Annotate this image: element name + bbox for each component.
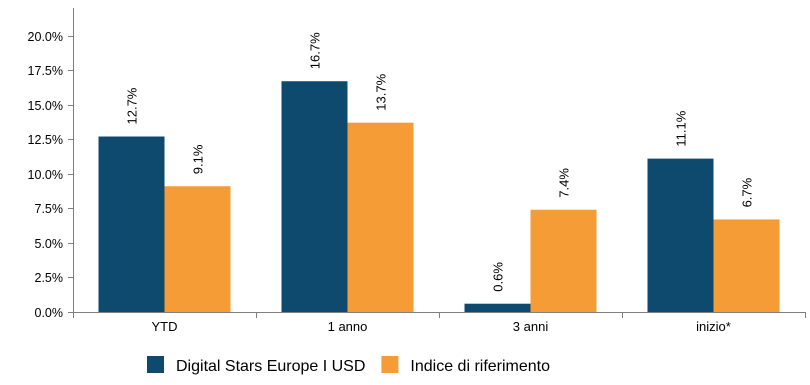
y-tick-label: 12.5% [28,133,63,147]
legend-swatch [381,356,399,373]
y-tick-label: 0.0% [35,306,64,320]
x-category-label: 1 anno [328,319,368,334]
bars [98,81,780,313]
legend-label: Digital Stars Europe I USD [176,358,365,375]
bar-value-label: 0.6% [491,262,506,292]
legend-label: Indice di riferimento [410,358,550,375]
data-labels: 12.7% 9.1% 16.7% 13.7% 0.6% 7.4% 11.1% 6.7% [125,32,755,292]
bar [347,122,414,312]
y-tick-label: 7.5% [35,202,64,216]
bar [464,303,531,312]
bar [164,186,231,312]
y-tick-label: 17.5% [28,64,63,78]
y-tick-label: 20.0% [28,30,63,44]
y-tick-label: 10.0% [28,168,63,182]
y-tick-label: 5.0% [35,237,64,251]
bar [530,209,597,312]
bar-value-label: 9.1% [191,144,206,174]
bar-value-label: 6.7% [740,177,755,207]
y-tick-label: 2.5% [35,271,64,285]
y-tick-label: 15.0% [28,99,63,113]
legend-swatch [147,356,164,373]
bar-value-label: 16.7% [308,32,323,69]
bar-value-label: 11.1% [674,110,689,146]
x-category-label: inizio* [696,319,731,334]
bar [281,81,348,313]
x-category-label: YTD [152,319,178,334]
legend-item: Digital Stars Europe I USD [147,356,365,375]
bar [713,219,780,312]
bar-value-label: 12.7% [125,87,140,124]
bar-value-label: 13.7% [374,73,389,110]
axes: 0.0% 2.5% 5.0% 7.5% 10.0% 12.5% 15.0% 17.5% 20.0… [28,8,806,334]
legend-item: Indice di riferimento [381,356,550,375]
x-category-label: 3 anni [513,319,549,334]
bar [98,136,165,312]
legend: Digital Stars Europe I USD Indice di rife… [147,356,550,375]
bar [647,158,714,312]
bar-value-label: 7.4% [557,168,572,198]
